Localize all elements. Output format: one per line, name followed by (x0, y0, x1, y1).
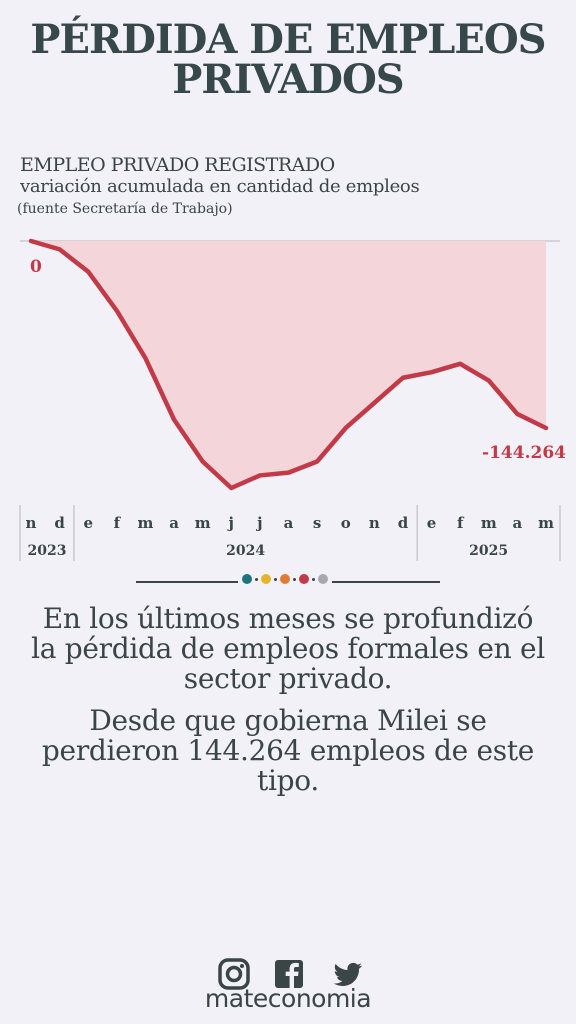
month-tick-label: d (398, 514, 409, 532)
month-tick-label: j (255, 514, 262, 532)
month-tick-label: d (54, 514, 65, 532)
last-value-label: -144.264 (482, 443, 566, 463)
brand-name: mateconomia (204, 984, 372, 1013)
area-fill (31, 241, 546, 488)
title-line-2: PRIVADOS (172, 56, 404, 103)
paragraph-1: En los últimos meses se profundizó la pé… (31, 602, 545, 695)
month-tick-label: a (169, 514, 179, 532)
palette-dot (261, 574, 271, 584)
month-tick-label: a (284, 514, 294, 532)
month-tick-label: m (538, 514, 554, 532)
month-tick-label: e (83, 514, 93, 532)
palette-dot (318, 574, 328, 584)
month-tick-label: n (26, 514, 37, 532)
facebook-icon[interactable] (275, 960, 303, 988)
twitter-icon[interactable] (333, 962, 362, 986)
palette-dot (299, 574, 309, 584)
dot-separator (293, 577, 296, 581)
month-tick-label: m (138, 514, 154, 532)
month-tick-label: j (227, 514, 234, 532)
first-value-label: 0 (30, 257, 42, 277)
chart-description: variación acumulada en cantidad de emple… (20, 176, 420, 197)
month-tick-label: e (427, 514, 437, 532)
title-line-1: PÉRDIDA DE EMPLEOS (30, 16, 546, 63)
dot-separator (274, 577, 277, 581)
page-title: PÉRDIDA DE EMPLEOS PRIVADOS (0, 20, 576, 100)
month-tick-label: f (457, 514, 465, 532)
dot-separator (312, 577, 315, 581)
series-line (28, 238, 549, 491)
palette-dot (280, 574, 290, 584)
instagram-icon[interactable] (218, 958, 250, 990)
month-tick-label: o (341, 514, 351, 532)
month-tick-label: m (195, 514, 211, 532)
dot-separator (255, 577, 258, 581)
year-label: 2025 (469, 543, 508, 559)
paragraph-2: Desde que gobierna Milei se perdieron 14… (41, 704, 535, 797)
chart-source: (fuente Secretaría de Trabajo) (17, 201, 233, 217)
month-tick-label: m (481, 514, 497, 532)
month-tick-label: s (313, 514, 321, 532)
month-tick-label: n (369, 514, 380, 532)
year-label: 2023 (27, 543, 66, 559)
year-label: 2024 (226, 543, 265, 559)
social-icons (218, 958, 362, 990)
month-tick-label: f (114, 514, 122, 532)
chart-subtitle: EMPLEO PRIVADO REGISTRADO (20, 154, 335, 176)
palette-dots (238, 574, 332, 584)
palette-dot (242, 574, 252, 584)
month-tick-label: a (513, 514, 523, 532)
